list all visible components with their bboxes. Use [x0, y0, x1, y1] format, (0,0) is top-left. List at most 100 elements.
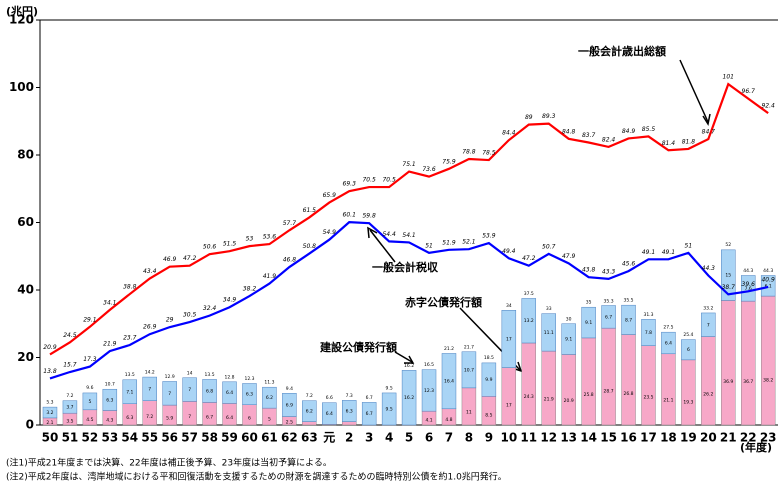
x-tick-label: 9 [485, 431, 493, 445]
x-axis-label: (年度) [740, 440, 772, 454]
construction-bar [541, 313, 556, 352]
line-label: 34.1 [103, 299, 116, 306]
deficit-bar [701, 336, 716, 426]
line-label: 32.4 [203, 305, 217, 312]
construction-bar [641, 319, 656, 346]
line-label: 15.7 [63, 362, 77, 369]
line-label: 39.6 [742, 281, 756, 288]
line-label: 47.2 [183, 255, 197, 262]
bar-label: 6.9 [286, 402, 293, 408]
bar-label: 36.7 [743, 379, 753, 385]
bar-label: 6.3 [246, 392, 253, 398]
total-label: 35 [586, 299, 592, 305]
deficit-bar [601, 327, 616, 426]
total-label: 25.4 [683, 332, 693, 338]
construction-bar [302, 400, 317, 422]
x-tick-label: 54 [121, 431, 138, 445]
y-tick-label: 80 [17, 148, 34, 162]
line-label: 70.5 [362, 177, 376, 184]
bar-label: 3.2 [46, 410, 53, 416]
line-label: 51.9 [442, 239, 456, 246]
x-tick-label: 58 [201, 431, 218, 445]
deficit-bar [342, 421, 357, 426]
deficit-bar [501, 367, 517, 426]
line-label: 38.8 [123, 284, 137, 291]
total-label: 11.3 [264, 379, 274, 385]
bar-label: 7.1 [126, 389, 133, 395]
bar-label: 23.5 [643, 395, 653, 401]
line-label: 89.3 [542, 113, 556, 120]
deficit-bar [302, 421, 317, 426]
y-tick-label: 20 [17, 350, 34, 364]
line-label: 40.9 [761, 276, 775, 283]
x-tick-label: 11 [520, 431, 537, 445]
bar-label: 7 [707, 322, 710, 328]
line-label: 29.1 [83, 316, 96, 323]
total-label: 12.3 [244, 376, 254, 382]
bar-label: 7 [168, 391, 171, 397]
line-label: 49.1 [642, 249, 655, 256]
construction-bar [740, 275, 756, 302]
series-label: 一般会計歳出総額 [578, 44, 666, 58]
x-tick-label: 16 [620, 431, 637, 445]
total-label: 21.2 [444, 346, 454, 352]
construction-bar [621, 304, 636, 335]
line-label: 46.9 [163, 256, 177, 263]
construction-bar [681, 339, 696, 361]
x-tick-label: 10 [500, 431, 517, 445]
line-label: 84.4 [502, 130, 516, 137]
bar-label: 6.8 [206, 388, 213, 394]
construction-bar [381, 392, 397, 426]
total-label: 44.3 [743, 268, 753, 274]
line-label: 75.9 [442, 158, 456, 165]
x-tick-label: 22 [740, 431, 757, 445]
construction-bar [162, 381, 177, 406]
x-tick-label: 59 [221, 431, 238, 445]
bar-label: 4.3 [106, 417, 113, 423]
x-tick-label: 61 [261, 431, 278, 445]
bar-label: 9.9 [485, 377, 492, 383]
y-tick-label: 40 [17, 283, 34, 297]
construction-bar [661, 331, 676, 355]
total-label: 14 [187, 370, 193, 376]
construction-bar [142, 376, 157, 401]
total-label: 33.2 [703, 305, 713, 311]
total-label: 12.9 [165, 374, 175, 380]
x-tick-label: 21 [720, 431, 737, 445]
construction-bar [561, 323, 576, 355]
line-label: 46.8 [283, 257, 297, 264]
construction-bar [721, 249, 736, 301]
deficit-bar [162, 404, 177, 426]
total-label: 9.6 [86, 385, 93, 391]
line-label: 61.5 [303, 207, 317, 214]
series-label: 赤字公債発行額 [405, 295, 482, 309]
bar-label: 7 [148, 386, 151, 392]
line-label: 84.7 [702, 129, 716, 136]
line-series [49, 221, 769, 380]
line-label: 24.5 [63, 332, 77, 339]
line-label: 84.9 [622, 128, 636, 135]
bar-label: 6.4 [226, 415, 233, 421]
line-label: 49.1 [662, 249, 675, 256]
deficit-bar [461, 387, 477, 426]
x-tick-label: 17 [640, 431, 657, 445]
bar-label: 6 [687, 347, 690, 353]
bar-label: 6.3 [126, 415, 133, 421]
deficit-bar [242, 404, 257, 426]
bar-label: 6 [248, 415, 251, 421]
y-tick-label: 0 [26, 418, 34, 432]
bar-label: 7 [188, 387, 191, 393]
x-tick-label: 20 [700, 431, 717, 445]
construction-bar [501, 310, 517, 368]
construction-bar [122, 379, 138, 404]
construction-bar [341, 400, 357, 422]
line-label: 50.7 [542, 243, 556, 250]
line-label: 54.4 [382, 231, 396, 238]
total-label: 6.7 [366, 395, 373, 401]
x-tick-label: 15 [600, 431, 617, 445]
x-tick-label: 56 [161, 431, 178, 445]
x-tick-label: 62 [281, 431, 298, 445]
bar-label: 5 [88, 399, 91, 405]
bar-label: 6.4 [226, 390, 233, 396]
